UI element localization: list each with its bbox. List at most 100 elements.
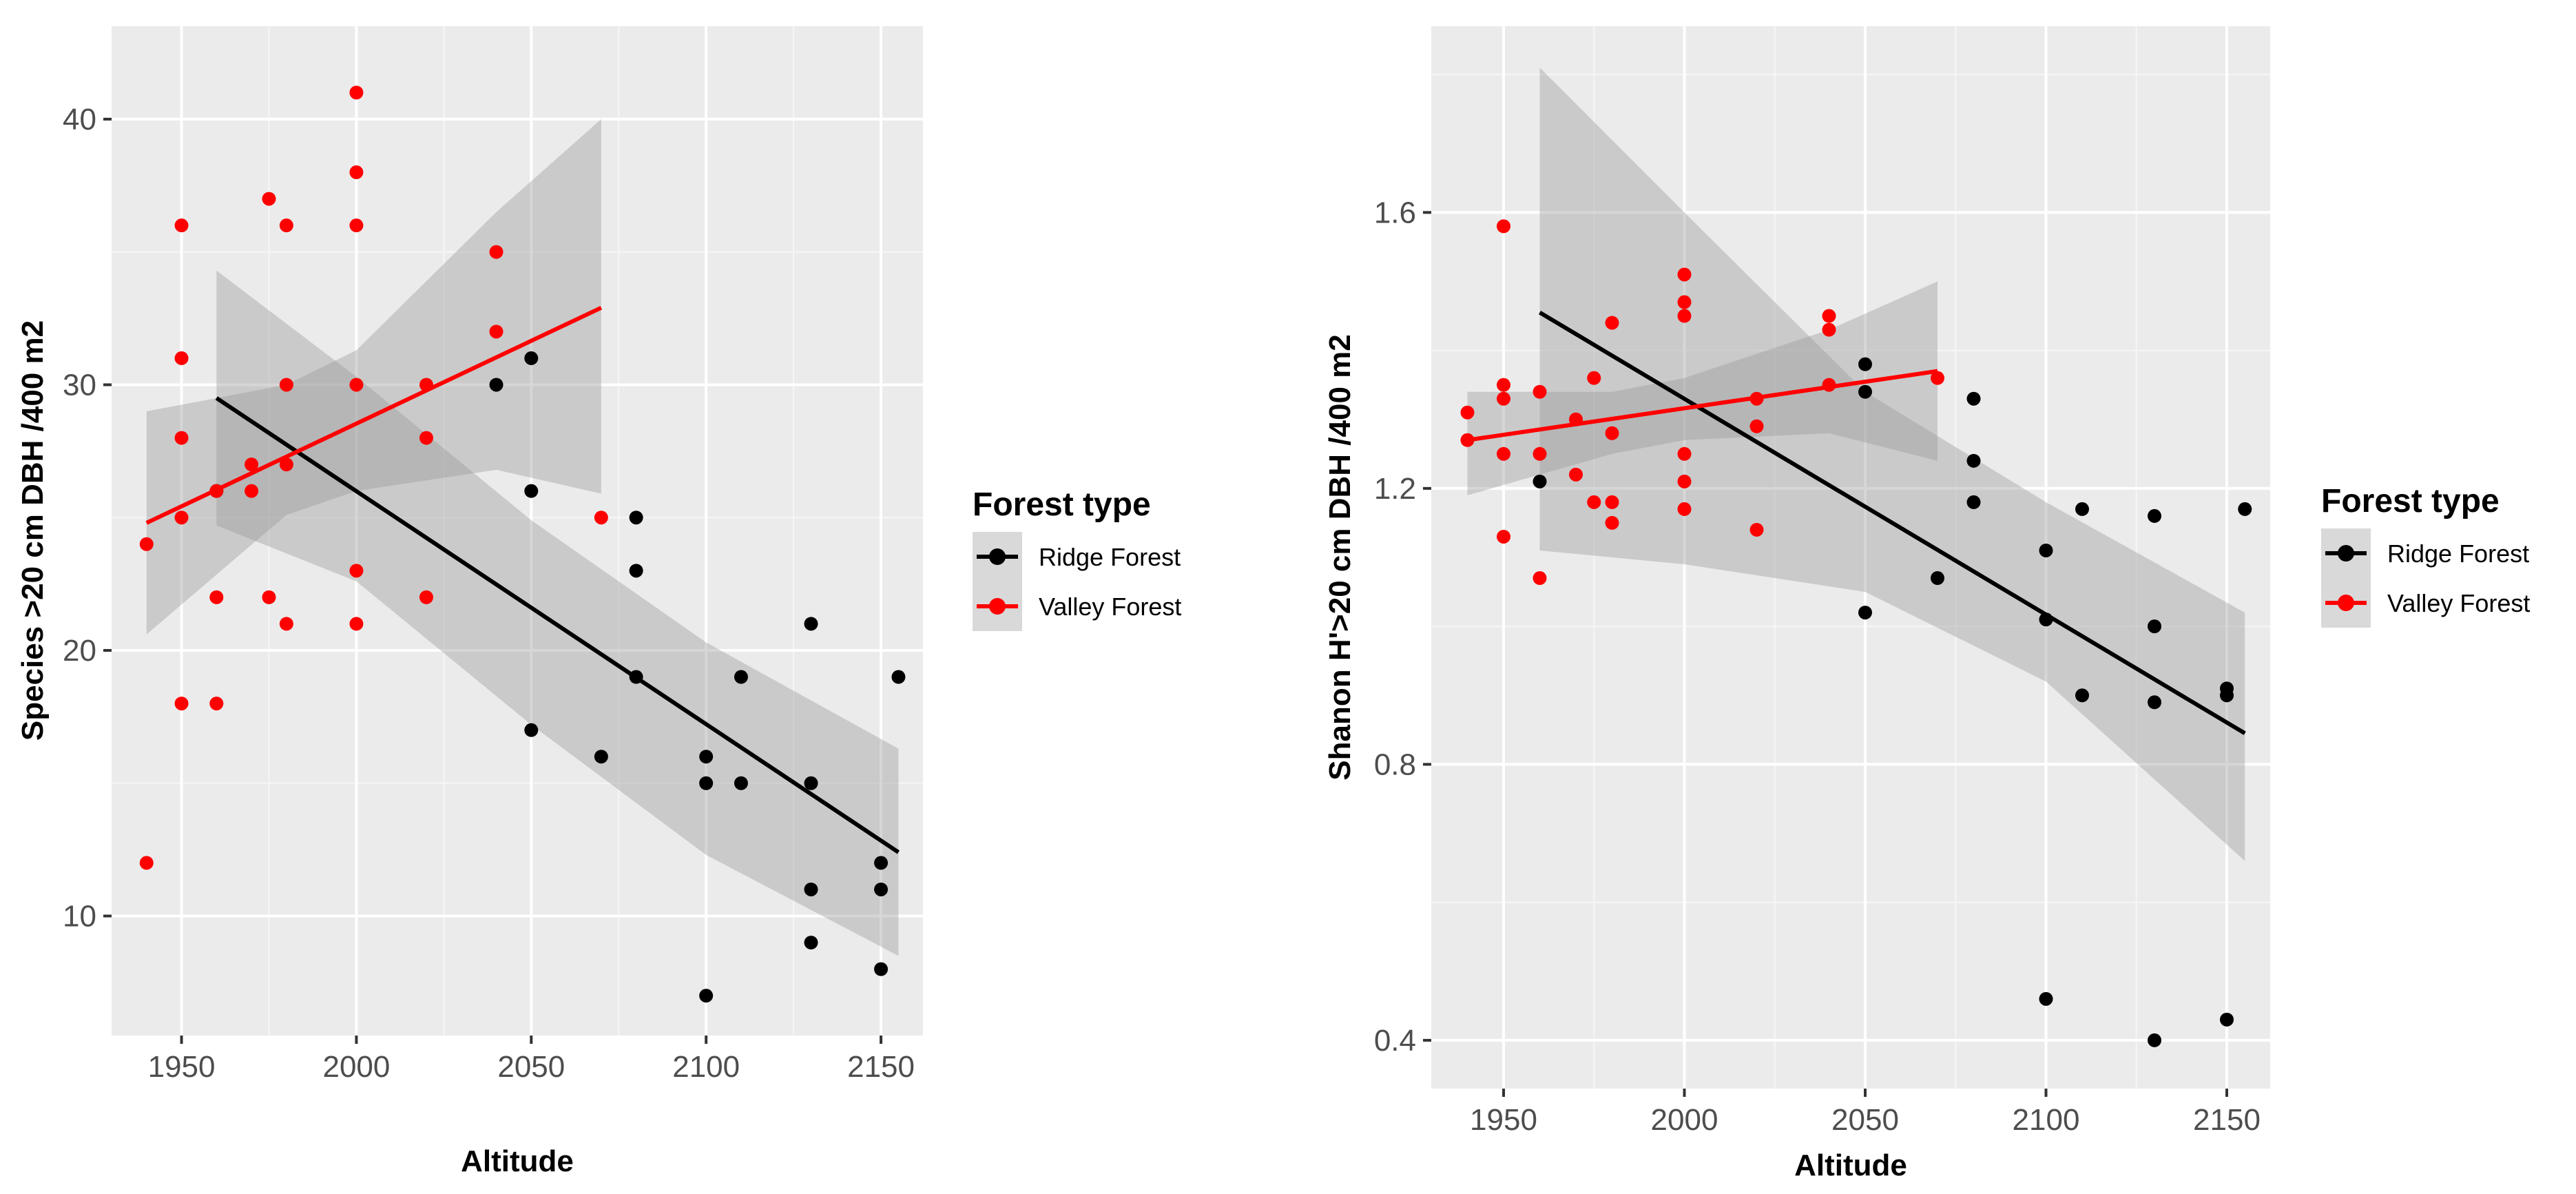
confidence-band-ridge-forest — [1539, 68, 2245, 861]
data-point-valley-forest — [139, 856, 154, 870]
data-points — [139, 85, 906, 1003]
legend-title: Forest type — [2321, 483, 2500, 519]
data-point-ridge-forest — [874, 962, 889, 976]
data-point-valley-forest — [1822, 322, 1836, 337]
data-point-valley-forest — [349, 378, 364, 392]
data-point-valley-forest — [1605, 515, 1619, 530]
y-tick-label: 1.6 — [1374, 196, 1416, 229]
data-point-ridge-forest — [2148, 619, 2161, 634]
x-tick-label: 2050 — [497, 1050, 565, 1084]
x-tick-label: 2150 — [847, 1050, 915, 1084]
legend-label-ridge: Ridge Forest — [2387, 539, 2529, 568]
data-point-valley-forest — [1677, 267, 1692, 282]
data-point-ridge-forest — [699, 776, 714, 790]
fit-line-valley-forest — [145, 305, 603, 525]
data-point-valley-forest — [489, 325, 503, 339]
data-point-ridge-forest — [734, 776, 748, 790]
data-point-ridge-forest — [2220, 1012, 2234, 1027]
data-point-ridge-forest — [2148, 695, 2161, 710]
legend-label-ridge: Ridge Forest — [1039, 543, 1181, 571]
data-point-ridge-forest — [2238, 502, 2252, 516]
axes: 1950 2000 2050 2100 2150 0.4 0.8 1.2 1.6 — [1374, 196, 2261, 1137]
data-point-valley-forest — [262, 590, 276, 604]
x-tick-label: 1950 — [1470, 1103, 1537, 1137]
data-point-valley-forest — [1931, 371, 1944, 385]
data-point-valley-forest — [174, 351, 189, 365]
legend-key-valley — [2321, 578, 2371, 628]
data-point-valley-forest — [1677, 295, 1692, 309]
gridlines — [112, 26, 923, 1036]
fit-line-ridge-forest — [1538, 310, 2246, 735]
shannon-diversity-chart: 1950 2000 2050 2100 2150 0.4 0.8 1.2 1.6 Altitud… — [1323, 26, 2530, 1182]
data-point-ridge-forest — [1533, 474, 1547, 488]
data-point-ridge-forest — [1931, 571, 1944, 586]
data-point-ridge-forest — [804, 776, 818, 790]
data-point-valley-forest — [279, 218, 293, 233]
data-point-valley-forest — [489, 245, 503, 259]
data-point-valley-forest — [349, 218, 364, 233]
data-point-ridge-forest — [2148, 508, 2161, 523]
data-point-valley-forest — [174, 431, 189, 445]
data-point-ridge-forest — [594, 750, 608, 764]
data-point-valley-forest — [349, 564, 364, 578]
data-point-valley-forest — [174, 218, 189, 233]
data-point-valley-forest — [419, 590, 433, 604]
x-tick-label: 2000 — [322, 1050, 390, 1084]
fit-lines — [145, 305, 900, 854]
data-point-valley-forest — [279, 617, 293, 631]
confidence-band-ridge-forest — [216, 270, 899, 956]
data-point-valley-forest — [419, 431, 433, 445]
data-point-valley-forest — [1497, 378, 1510, 392]
y-tick-label: 20 — [63, 634, 96, 668]
x-tick-label: 2000 — [1651, 1103, 1718, 1137]
data-point-valley-forest — [245, 484, 259, 498]
data-points — [1460, 219, 2252, 1047]
confidence-band-valley-forest — [1467, 281, 1938, 495]
data-point-valley-forest — [1497, 391, 1510, 406]
data-point-valley-forest — [1749, 522, 1764, 537]
plot-panel-background — [112, 26, 923, 1036]
data-point-valley-forest — [1677, 446, 1692, 461]
data-point-ridge-forest — [2220, 688, 2234, 703]
data-point-valley-forest — [139, 537, 154, 551]
x-tick-label: 2100 — [672, 1050, 740, 1084]
data-point-ridge-forest — [524, 723, 539, 737]
data-point-valley-forest — [245, 457, 259, 472]
data-point-valley-forest — [349, 85, 364, 100]
confidence-band-valley-forest — [146, 119, 601, 635]
data-point-ridge-forest — [1966, 453, 1981, 468]
data-point-valley-forest — [174, 697, 189, 711]
data-point-ridge-forest — [699, 750, 714, 764]
data-point-valley-forest — [209, 590, 224, 604]
plot-panel-background — [1431, 26, 2270, 1089]
data-point-valley-forest — [209, 697, 224, 711]
y-tick-label: 40 — [63, 103, 96, 136]
data-point-valley-forest — [1497, 219, 1510, 234]
data-point-ridge-forest — [524, 351, 539, 365]
legend-key-valley — [973, 581, 1022, 631]
x-tick-label: 2150 — [2193, 1103, 2261, 1137]
data-point-valley-forest — [1497, 446, 1510, 461]
x-tick-label: 2050 — [1831, 1103, 1899, 1137]
legend-label-valley: Valley Forest — [1039, 593, 1181, 621]
data-point-ridge-forest — [489, 378, 503, 392]
data-point-valley-forest — [174, 511, 189, 525]
x-tick-label: 1950 — [148, 1050, 216, 1084]
data-point-ridge-forest — [804, 936, 818, 950]
data-point-valley-forest — [1497, 529, 1510, 544]
data-point-ridge-forest — [2039, 991, 2053, 1006]
legend: Forest type Ridge Forest Valley Forest — [2321, 483, 2530, 628]
confidence-bands — [146, 119, 899, 956]
y-tick-label: 1.2 — [1374, 472, 1416, 506]
data-point-valley-forest — [1460, 405, 1475, 420]
data-point-ridge-forest — [699, 989, 714, 1003]
data-point-valley-forest — [1569, 467, 1583, 482]
data-point-ridge-forest — [874, 882, 889, 896]
data-point-valley-forest — [1533, 384, 1547, 399]
y-tick-label: 10 — [63, 900, 96, 934]
data-point-ridge-forest — [1858, 606, 1872, 620]
data-point-valley-forest — [1605, 495, 1619, 509]
x-tick-label: 2100 — [2013, 1103, 2080, 1137]
y-axis-title: Species >20 cm DBH /400 m2 — [16, 320, 50, 741]
data-point-valley-forest — [594, 511, 608, 525]
